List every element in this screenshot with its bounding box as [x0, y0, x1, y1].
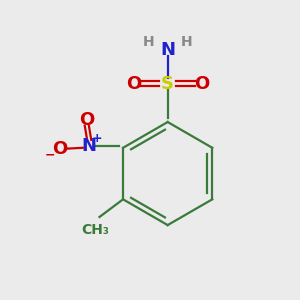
Text: O: O [194, 75, 209, 93]
Text: +: + [92, 132, 103, 145]
Text: N: N [160, 41, 175, 59]
Text: CH₃: CH₃ [81, 223, 109, 237]
Text: O: O [79, 111, 94, 129]
Text: H: H [143, 34, 154, 49]
Text: O: O [126, 75, 141, 93]
Text: −: − [45, 149, 56, 162]
Text: H: H [181, 34, 193, 49]
Text: S: S [161, 75, 174, 93]
Text: N: N [82, 137, 97, 155]
Text: O: O [52, 140, 68, 158]
